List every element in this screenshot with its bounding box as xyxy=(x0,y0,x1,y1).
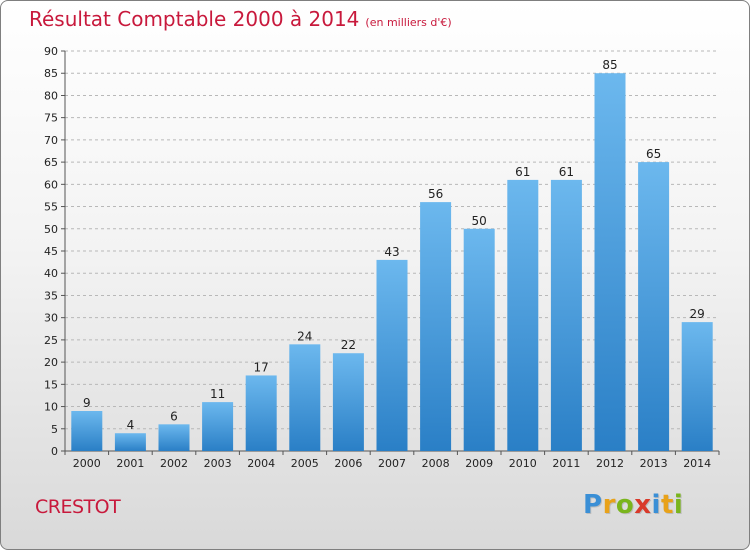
y-tick-label: 30 xyxy=(44,312,58,325)
y-tick-label: 85 xyxy=(44,67,58,80)
logo-letter: r xyxy=(602,490,616,520)
logo-letter: i xyxy=(673,490,684,520)
y-tick-label: 45 xyxy=(44,245,58,258)
data-label-2003: 11 xyxy=(210,387,225,401)
bar-2002 xyxy=(158,424,190,451)
labels: 9 4 6 11 17 24 22 43 56 50 61 61 85 65 29 xyxy=(83,58,705,432)
logo-letter: i xyxy=(651,490,661,520)
x-tick-label: 2008 xyxy=(422,457,450,470)
data-label-2002: 6 xyxy=(170,409,178,423)
x-tick-label: 2000 xyxy=(73,457,101,470)
chart-title: Résultat Comptable 2000 à 2014 (en millie… xyxy=(29,7,452,31)
bar-2010 xyxy=(507,179,539,451)
data-label-2010: 61 xyxy=(515,165,530,179)
bar-2012 xyxy=(594,73,626,451)
bar-2008 xyxy=(420,202,452,451)
data-label-2005: 24 xyxy=(297,329,312,343)
data-label-2004: 17 xyxy=(254,360,269,374)
data-label-2001: 4 xyxy=(127,418,135,432)
bar-2006 xyxy=(332,353,364,451)
y-tick-label: 35 xyxy=(44,289,58,302)
bar-2004 xyxy=(245,375,277,451)
unit-note: (en milliers d'€) xyxy=(365,16,452,29)
y-tick-label: 0 xyxy=(51,445,58,458)
y-tick-label: 20 xyxy=(44,356,58,369)
data-label-2008: 56 xyxy=(428,187,443,201)
data-label-2011: 61 xyxy=(559,165,574,179)
logo-letter: t xyxy=(660,490,674,520)
title-text: Résultat Comptable 2000 à 2014 xyxy=(29,7,360,31)
x-tick-label: 2010 xyxy=(509,457,537,470)
x-tick-label: 2001 xyxy=(116,457,144,470)
x-tick-label: 2009 xyxy=(465,457,493,470)
data-label-2014: 29 xyxy=(690,307,705,321)
y-tick-label: 75 xyxy=(44,112,58,125)
bar-2007 xyxy=(376,259,408,451)
y-tick-label: 50 xyxy=(44,223,58,236)
x-tick-label: 2004 xyxy=(247,457,275,470)
x-tick-label: 2005 xyxy=(291,457,319,470)
commune-name: CRESTOT xyxy=(35,496,121,518)
y-tick-label: 80 xyxy=(44,89,58,102)
bar-2005 xyxy=(289,344,321,451)
bar-2003 xyxy=(202,402,234,451)
x-tick-label: 2013 xyxy=(640,457,668,470)
x-tick-label: 2002 xyxy=(160,457,188,470)
bar-2011 xyxy=(550,179,582,451)
y-tick-label: 90 xyxy=(44,45,58,58)
logo-letter: P xyxy=(583,490,603,520)
x-tick-label: 2014 xyxy=(683,457,711,470)
x-tick-label: 2011 xyxy=(552,457,580,470)
y-tick-label: 15 xyxy=(44,378,58,391)
x-tick-label: 2003 xyxy=(204,457,232,470)
y-tick-label: 55 xyxy=(44,201,58,214)
data-label-2013: 65 xyxy=(646,147,661,161)
bar-2014 xyxy=(681,322,713,451)
data-label-2012: 85 xyxy=(602,58,617,72)
bars xyxy=(71,73,713,451)
y-tick-label: 10 xyxy=(44,401,58,414)
x-tick-label: 2012 xyxy=(596,457,624,470)
data-label-2000: 9 xyxy=(83,396,91,410)
bar-2000 xyxy=(71,411,103,451)
logo-letter: x xyxy=(634,490,652,520)
bar-2009 xyxy=(463,228,495,451)
y-tick-label: 40 xyxy=(44,267,58,280)
y-tick-label: 25 xyxy=(44,334,58,347)
data-label-2009: 50 xyxy=(472,214,487,228)
y-tick-label: 5 xyxy=(51,423,58,436)
y-tick-label: 65 xyxy=(44,156,58,169)
logo-letter: o xyxy=(615,490,635,520)
data-label-2006: 22 xyxy=(341,338,356,352)
bar-2001 xyxy=(114,433,146,451)
axes: 0 5 10 15 20 25 30 35 40 45 50 55 60 65 70 75 80 85 90 2000… xyxy=(44,45,720,470)
data-label-2007: 43 xyxy=(384,245,399,259)
y-tick-label: 70 xyxy=(44,134,58,147)
y-tick-label: 60 xyxy=(44,178,58,191)
x-tick-label: 2006 xyxy=(334,457,362,470)
x-tick-label: 2007 xyxy=(378,457,406,470)
proxiti-logo: Proxiti xyxy=(583,490,683,520)
bar-2013 xyxy=(638,162,670,451)
